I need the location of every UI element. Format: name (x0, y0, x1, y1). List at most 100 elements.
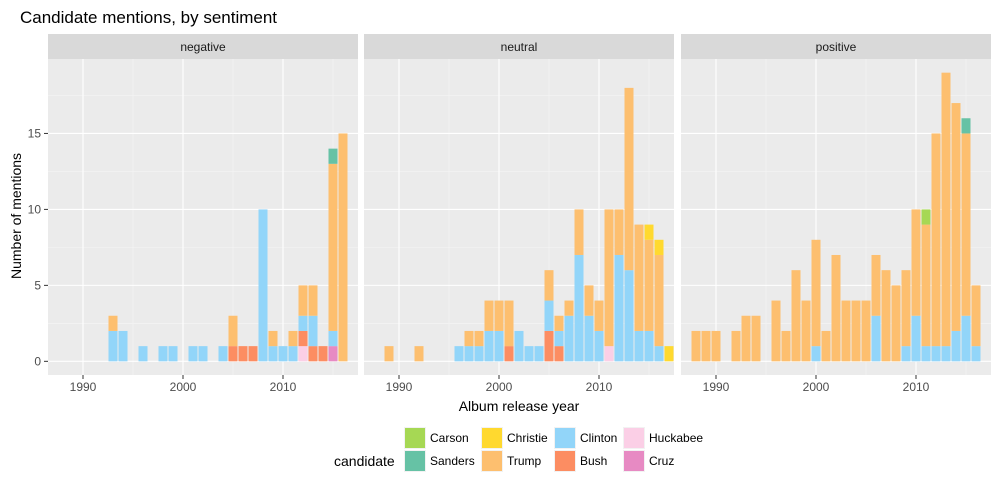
bar-segment-trump (564, 300, 574, 316)
bar-segment-clinton (971, 346, 981, 362)
bar-segment-trump (921, 224, 931, 347)
bar-segment-trump (228, 315, 238, 347)
x-tick-label: 1990 (703, 380, 730, 394)
legend-swatch (405, 428, 425, 448)
bar-segment-trump (108, 315, 118, 331)
bar-segment-trump (951, 103, 961, 331)
bar-segment-trump (811, 239, 821, 347)
facet-strip (48, 34, 358, 59)
bar-segment-trump (971, 285, 981, 347)
legend-swatch (405, 451, 425, 471)
bar-segment-trump (308, 285, 318, 316)
facet-strip (364, 34, 674, 59)
bar-segment-trump (604, 209, 614, 347)
bar-segment-trump (741, 315, 751, 362)
y-tick-label: 5 (34, 278, 41, 292)
bar-segment-clinton (524, 346, 534, 362)
legend-label: Carson (430, 431, 469, 445)
x-tick-label: 2000 (486, 380, 513, 394)
legend-item-christie: Christie (481, 427, 548, 449)
bar-segment-trump (594, 300, 604, 331)
bar-segment-clinton (921, 346, 931, 362)
bar-segment-bush (238, 346, 248, 362)
legend-swatch (624, 451, 644, 471)
bar-segment-clinton (298, 315, 308, 331)
bar-segment-trump (771, 300, 781, 362)
bar-segment-trump (781, 330, 791, 362)
x-tick-label: 2000 (170, 380, 197, 394)
bar-segment-clinton (554, 330, 564, 347)
bar-segment-trump (791, 270, 801, 362)
bar-segment-christie (644, 224, 654, 240)
bar-segment-trump (464, 330, 474, 347)
legend-item-cruz: Cruz (623, 450, 674, 472)
bar-segment-sanders (328, 148, 338, 164)
legend-item-bush: Bush (554, 450, 607, 472)
bar-segment-trump (504, 300, 514, 347)
x-tick-label: 2010 (586, 380, 613, 394)
bar-segment-trump (474, 330, 484, 347)
bar-segment-trump (634, 224, 644, 331)
bar-segment-trump (931, 133, 941, 347)
bar-segment-trump (961, 133, 971, 316)
bar-segment-clinton (158, 346, 168, 362)
bar-segment-clinton (118, 330, 128, 362)
bar-segment-trump (298, 285, 308, 316)
legend-item-huckabee: Huckabee (623, 427, 703, 449)
bar-segment-bush (308, 346, 318, 362)
bar-segment-clinton (308, 315, 318, 347)
legend-items: Carson Sanders Christie Trump Clinton Bush Huc… (404, 427, 703, 472)
facet-label: positive (816, 40, 857, 54)
bar-segment-clinton (544, 300, 554, 331)
bar-segment-clinton (278, 346, 288, 362)
bar-segment-trump (644, 239, 654, 331)
bar-segment-clinton (871, 315, 881, 362)
x-tick-label: 1990 (70, 380, 97, 394)
x-tick-label: 2010 (903, 380, 930, 394)
bar-segment-clinton (198, 346, 208, 362)
bar-segment-trump (821, 330, 831, 362)
panel-negative: negative 1990 2000 2010 0 5 10 15 (28, 34, 358, 394)
bar-segment-clinton (931, 346, 941, 362)
bar-segment-clinton (288, 346, 298, 362)
legend-label: Clinton (580, 431, 617, 445)
bar-segment-clinton (534, 346, 544, 362)
x-tick-label: 2000 (803, 380, 830, 394)
legend-label: Christie (507, 431, 548, 445)
bar-segment-trump (328, 163, 338, 331)
facet-panels: negative 1990 2000 2010 0 5 10 15 neutral 1990 200… (28, 34, 991, 394)
legend-label: Sanders (430, 454, 475, 468)
bar-segment-clinton (268, 346, 278, 362)
x-tick-label: 1990 (386, 380, 413, 394)
y-axis-title: Number of mentions (8, 153, 24, 279)
bar-segment-clinton (564, 315, 574, 362)
bar-segment-trump (881, 270, 891, 362)
bar-segment-cruz (328, 346, 338, 362)
bar-segment-trump (871, 254, 881, 316)
bar-segment-trump (484, 300, 494, 331)
panel-neutral: neutral 1990 2000 2010 (364, 34, 674, 394)
bar-segment-trump (624, 87, 634, 271)
bar-segment-trump (691, 330, 701, 362)
legend-item-clinton: Clinton (554, 427, 617, 449)
x-tick-label: 2010 (270, 380, 297, 394)
bar-segment-trump (901, 270, 911, 347)
bar-segment-clinton (901, 346, 911, 362)
bar-segment-trump (384, 346, 394, 362)
bar-segment-clinton (634, 330, 644, 362)
bar-segment-clinton (951, 330, 961, 362)
bar-segment-clinton (258, 209, 268, 362)
bar-segment-bush (248, 346, 258, 362)
bar-segment-trump (891, 285, 901, 362)
bar-segment-trump (584, 285, 594, 316)
bar-segment-clinton (961, 315, 971, 362)
bar-segment-clinton (218, 346, 228, 362)
facet-label: negative (180, 40, 226, 54)
bar-segment-bush (228, 346, 238, 362)
bar-segment-trump (554, 315, 564, 331)
bar-segment-clinton (911, 315, 921, 362)
panel-positive: positive 1990 2000 2010 (681, 34, 991, 394)
bar-segment-trump (288, 330, 298, 347)
bar-segment-clinton (514, 330, 524, 362)
